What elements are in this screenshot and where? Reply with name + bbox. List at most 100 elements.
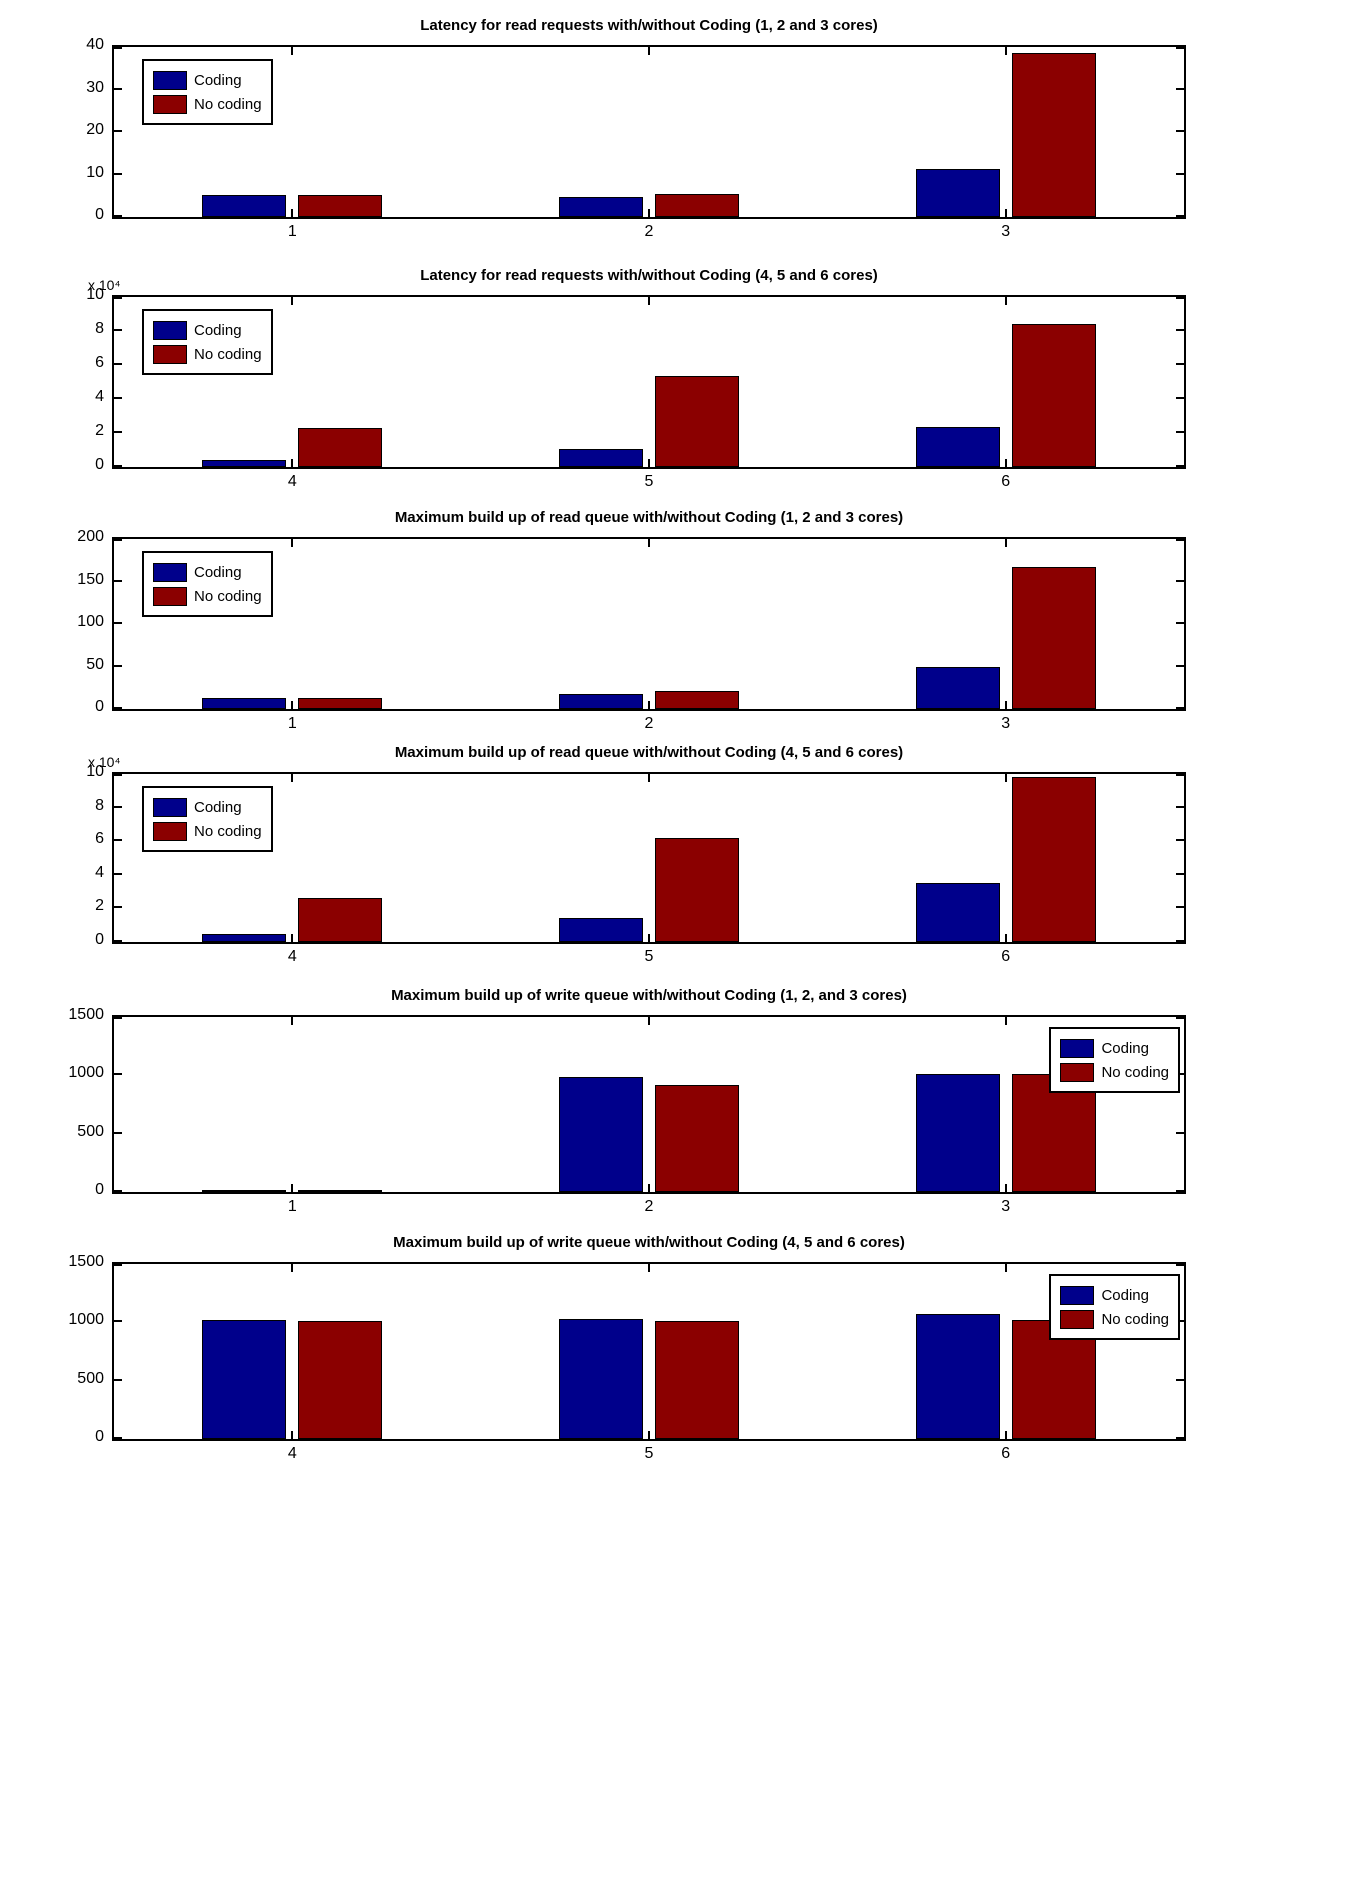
legend-swatch-no-coding (1060, 1062, 1095, 1082)
y-tick-mark (114, 431, 122, 433)
legend-label-no-coding: No coding (194, 822, 262, 840)
legend-swatch-coding (153, 320, 187, 340)
y-axis-tick-label: 200 (77, 528, 104, 545)
legend-label-coding: Coding (1101, 1039, 1149, 1057)
x-axis-tick-label: 1 (287, 715, 297, 732)
y-tick-mark (114, 707, 122, 709)
bar-no-coding-4 (298, 427, 383, 467)
legend-swatch-no-coding (153, 94, 187, 114)
x-tick-mark (1004, 701, 1007, 709)
y-tick-mark (114, 1017, 122, 1019)
y-tick-mark (114, 940, 122, 942)
y-tick-mark (1176, 329, 1184, 331)
x-tick-mark (648, 1017, 650, 1025)
x-tick-mark (648, 774, 650, 782)
chart-title: Maximum build up of write queue with/wit… (393, 1234, 905, 1251)
bar-coding-6 (915, 427, 1000, 467)
legend-item-no-coding: No coding (153, 584, 262, 608)
y-axis-tick-label: 10 (86, 163, 104, 181)
y-tick-mark (1176, 47, 1184, 49)
x-axis-tick-label: 3 (1001, 715, 1011, 732)
plot-area: Coding No coding (112, 45, 1186, 219)
y-tick-mark (114, 1190, 122, 1192)
bar-no-coding-3 (1011, 53, 1096, 217)
y-tick-mark (1176, 906, 1184, 909)
bar-no-coding-1 (298, 697, 383, 709)
y-axis-tick-label: 0 (95, 698, 104, 715)
legend-item-coding: Coding (153, 318, 262, 342)
bar-no-coding-1 (298, 1189, 383, 1192)
chart-read-queue-4-6: Maximum build up of read queue with/with… (0, 742, 1366, 974)
x-tick-mark (648, 47, 650, 55)
legend-label-no-coding: No coding (194, 95, 262, 113)
x-tick-mark (1004, 539, 1007, 547)
y-tick-mark (1176, 539, 1184, 541)
y-axis-tick-label: 0 (95, 1181, 104, 1198)
bar-no-coding-2 (655, 1084, 739, 1192)
bar-no-coding-4 (298, 898, 383, 942)
x-tick-mark (291, 209, 294, 217)
x-axis-tick-label: 6 (1001, 1445, 1011, 1462)
bar-no-coding-6 (1011, 777, 1096, 942)
y-axis-tick-label: 150 (77, 570, 104, 588)
y-tick-mark (1176, 465, 1184, 467)
bar-coding-4 (202, 460, 287, 467)
y-tick-mark (114, 579, 122, 582)
chart-title: Latency for read requests with/without C… (420, 267, 878, 284)
y-tick-mark (114, 87, 122, 90)
bar-coding-1 (202, 1189, 287, 1192)
y-tick-mark (114, 664, 122, 667)
x-tick-mark (648, 297, 650, 305)
bar-coding-5 (559, 449, 643, 467)
x-axis-tick-label: 2 (644, 223, 654, 240)
y-tick-mark (1176, 707, 1184, 709)
y-tick-mark (1176, 622, 1184, 624)
x-axis-tick-label: 4 (287, 1445, 297, 1462)
x-axis-tick-label: 5 (644, 473, 654, 490)
bar-coding-1 (202, 697, 287, 709)
x-tick-mark (1004, 1184, 1007, 1192)
x-tick-mark (291, 934, 294, 942)
x-tick-mark (1004, 934, 1007, 942)
y-tick-mark (114, 47, 122, 49)
y-tick-mark (1176, 664, 1184, 667)
bar-coding-5 (559, 1319, 643, 1439)
bar-no-coding-2 (655, 691, 739, 709)
x-tick-mark (291, 297, 294, 305)
y-tick-mark (1176, 87, 1184, 90)
y-tick-mark (114, 622, 122, 624)
x-axis-tick-label: 5 (644, 948, 654, 965)
bar-no-coding-5 (655, 376, 739, 467)
y-tick-mark (114, 1264, 122, 1266)
x-tick-mark (648, 459, 650, 467)
y-axis-tick-label: 8 (95, 320, 104, 337)
y-tick-mark (1176, 774, 1184, 776)
y-tick-mark (114, 805, 122, 808)
bar-coding-6 (915, 1313, 1000, 1439)
legend-label-coding: Coding (194, 321, 242, 339)
bar-no-coding-3 (1011, 1074, 1096, 1192)
y-tick-mark (1176, 431, 1184, 433)
y-tick-mark (114, 539, 122, 541)
bar-no-coding-5 (655, 837, 739, 942)
y-tick-mark (114, 1378, 122, 1381)
legend-label-no-coding: No coding (194, 345, 262, 363)
x-tick-mark (1004, 47, 1007, 55)
x-axis-tick-label: 2 (644, 715, 654, 732)
x-axis-tick-label: 3 (1001, 223, 1011, 240)
y-tick-mark (114, 215, 122, 217)
legend-label-coding: Coding (194, 71, 242, 89)
y-tick-mark (1176, 1131, 1184, 1134)
plot-area: Coding No coding (112, 1015, 1186, 1194)
bar-coding-6 (915, 883, 1000, 942)
bar-coding-3 (915, 667, 1000, 709)
x-tick-mark (291, 1431, 294, 1439)
chart-title: Latency for read requests with/without C… (420, 17, 878, 34)
legend-swatch-no-coding (153, 586, 187, 606)
y-tick-mark (1176, 1320, 1184, 1323)
bar-coding-2 (559, 693, 643, 709)
y-tick-mark (114, 1437, 122, 1439)
bar-no-coding-3 (1011, 567, 1096, 709)
bar-coding-1 (202, 194, 287, 217)
x-tick-mark (291, 774, 294, 782)
